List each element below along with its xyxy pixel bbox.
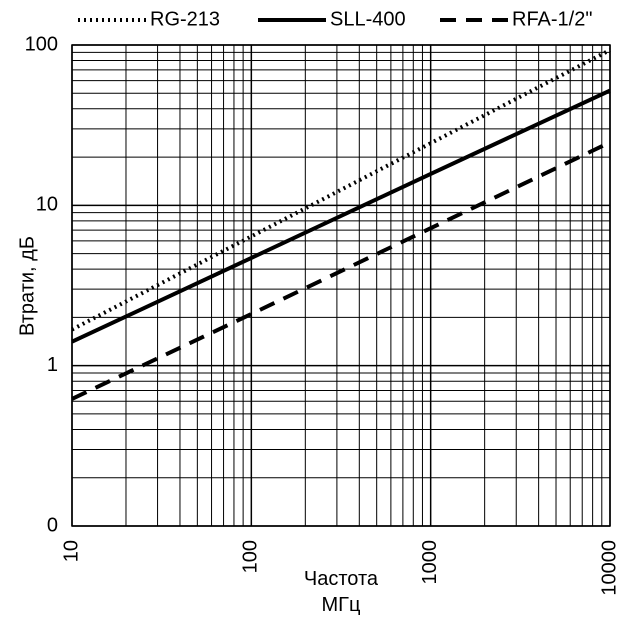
x-tick-label: 10 [60, 540, 82, 562]
series-line [71, 48, 611, 332]
series-line [71, 88, 611, 344]
y-tick-label: 1 [47, 354, 58, 376]
legend-label: SLL-400 [330, 8, 406, 30]
legend-label: RFA-1/2" [512, 8, 592, 30]
x-tick-label: 10000 [598, 540, 620, 596]
legend-label: RG-213 [150, 8, 220, 30]
plot-frame [71, 44, 611, 527]
x-tick-label: 1000 [419, 540, 441, 585]
y-axis-label: Втрати, дБ [16, 236, 38, 336]
x-axis-label: Частота МГц [304, 568, 379, 616]
x-tick-label: 100 [240, 540, 262, 573]
y-tick-label: 10 [36, 194, 58, 216]
y-tick-label: 100 [25, 33, 58, 55]
y-tick-label: 0 [47, 514, 58, 536]
series-line [71, 140, 611, 401]
